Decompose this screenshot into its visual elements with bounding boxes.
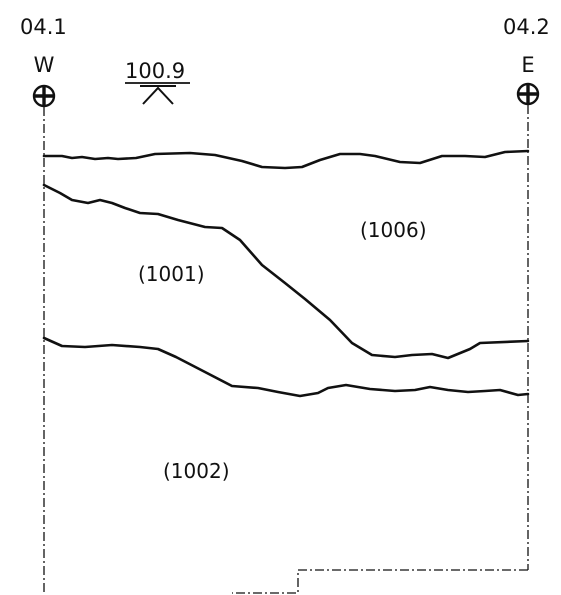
section-limits xyxy=(43,105,529,594)
marker-right-direction: E xyxy=(521,53,534,77)
crosshair-target-icon xyxy=(516,82,540,106)
boundary-top-surface xyxy=(42,149,530,170)
datum-level-value: 100.9 xyxy=(125,59,185,83)
datum-level: 100.9 xyxy=(125,59,190,105)
context-label-1001: (1001) xyxy=(138,262,205,286)
context-label-1002: (1002) xyxy=(163,459,230,483)
excavation-limit xyxy=(232,569,528,594)
boundary-1001-1002 xyxy=(42,336,530,398)
marker-left-code: 04.1 xyxy=(20,15,67,39)
crosshair-target-icon xyxy=(32,84,56,108)
datum-caret-icon xyxy=(142,86,174,105)
context-labels: (1006) (1001) (1002) xyxy=(138,218,427,483)
grid-marker-left: 04.1 W xyxy=(20,15,67,108)
context-label-1006: (1006) xyxy=(360,218,427,242)
grid-marker-right: 04.2 E xyxy=(503,15,550,106)
marker-right-code: 04.2 xyxy=(503,15,550,39)
boundary-1006-1001 xyxy=(42,183,530,360)
marker-left-direction: W xyxy=(34,53,55,77)
strata-boundaries xyxy=(42,149,530,398)
